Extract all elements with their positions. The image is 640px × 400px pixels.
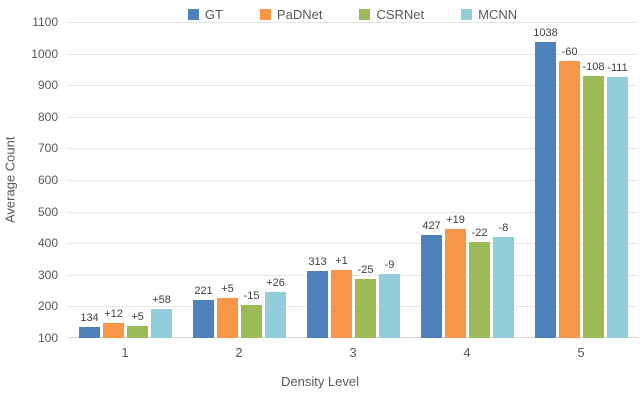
bar-label-MCNN-2: +26 [266,277,285,289]
bar-CSRNet-2 [241,305,262,338]
x-axis-title: Density Level [280,374,360,389]
legend-swatch-PaDNet [259,8,271,20]
y-tick-label-200: 200 [37,299,58,314]
bar-GT-2 [193,300,214,338]
bar-label-CSRNet-1: +5 [131,311,144,323]
y-tick-label-800: 800 [37,109,58,124]
x-tick-label-4: 4 [463,345,471,360]
y-tick-label-500: 500 [37,204,58,219]
bar-GT-4 [421,235,442,338]
x-tick-label-5: 5 [577,345,585,360]
bar-PaDNet-1 [103,323,124,338]
bar-label-MCNN-4: -8 [498,222,509,234]
bar-label-PaDNet-5: -60 [561,46,578,58]
bar-label-CSRNet-5: -108 [582,61,605,73]
bar-label-MCNN-5: -111 [607,62,628,74]
bar-label-MCNN-1: +58 [152,294,171,306]
bar-MCNN-4 [493,237,514,338]
bar-CSRNet-3 [355,279,376,338]
gridline-1100 [68,22,638,23]
bar-PaDNet-3 [331,270,352,338]
y-tick-label-1000: 1000 [31,46,58,61]
bar-MCNN-2 [265,292,286,338]
bar-CSRNet-4 [469,242,490,338]
bar-PaDNet-5 [559,61,580,338]
gridline-600 [68,180,638,181]
gridline-1000 [68,53,638,55]
bar-label-GT-5: 1038 [533,27,558,39]
bar-label-CSRNet-2: -15 [243,290,260,302]
bar-label-GT-3: 313 [308,256,327,268]
gridline-500 [68,211,638,213]
bar-MCNN-5 [607,77,628,338]
bar-label-MCNN-3: -9 [384,259,395,271]
plot-area: 134 221 313 427 1038 +12 +5 +1 +19 -60 +5 -15 -25 -22… [68,22,638,338]
legend-label-PaDNet: PaDNet [276,6,323,22]
gridline-900 [68,85,638,87]
bar-label-PaDNet-3: +1 [335,255,348,267]
legend-item-PaDNet: PaDNet [259,6,323,22]
bar-label-CSRNet-4: -22 [471,227,488,239]
bar-MCNN-1 [151,309,172,338]
y-tick-label-600: 600 [37,173,58,187]
bar-GT-1 [79,327,100,338]
gridline-400 [68,243,638,245]
bar-PaDNet-4 [445,229,466,338]
legend-swatch-CSRNet [359,8,371,20]
y-tick-label-900: 900 [37,78,58,93]
legend-label-GT: GT [204,6,223,22]
bar-CSRNet-5 [583,76,604,338]
y-tick-label-300: 300 [37,267,58,282]
bar-PaDNet-2 [217,298,238,338]
bar-GT-5 [535,42,556,338]
x-axis-ticks: 1 2 3 4 5 [68,345,638,361]
bar-label-PaDNet-1: +12 [104,308,123,320]
x-tick-label-2: 2 [235,345,243,360]
gridline-700 [68,148,638,150]
legend-label-MCNN: MCNN [478,6,518,22]
legend-swatch-GT [187,8,199,20]
y-tick-label-100: 100 [37,331,58,345]
gridline-100 [68,337,638,338]
legend-item-CSRNet: CSRNet [359,7,424,22]
bar-CSRNet-1 [127,326,148,338]
legend-item-GT: GT [187,6,223,22]
legend-swatch-MCNN [461,8,473,20]
y-tick-label-400: 400 [37,236,58,251]
bar-label-GT-2: 221 [194,285,213,297]
bar-label-PaDNet-4: +19 [446,214,465,226]
bar-MCNN-3 [379,274,400,338]
bar-label-PaDNet-2: +5 [221,283,234,295]
gridline-200 [68,306,638,308]
y-axis-ticks: 100 200 300 400 500 600 700 800 900 1000 1100 [0,15,58,345]
bar-label-GT-1: 134 [80,312,99,324]
y-tick-label-1100: 1100 [32,15,58,29]
legend: GT PaDNet CSRNet MCNN [67,5,638,23]
bar-label-CSRNet-3: -25 [357,264,374,276]
legend-item-MCNN: MCNN [461,7,517,22]
bar-label-GT-4: 427 [422,220,441,232]
gridline-800 [68,116,638,118]
legend-label-CSRNet: CSRNet [376,6,425,22]
gridline-300 [68,274,638,276]
bar-GT-3 [307,271,328,338]
x-tick-label-1: 1 [121,345,129,360]
y-tick-label-700: 700 [37,141,58,156]
x-tick-label-3: 3 [349,345,357,360]
